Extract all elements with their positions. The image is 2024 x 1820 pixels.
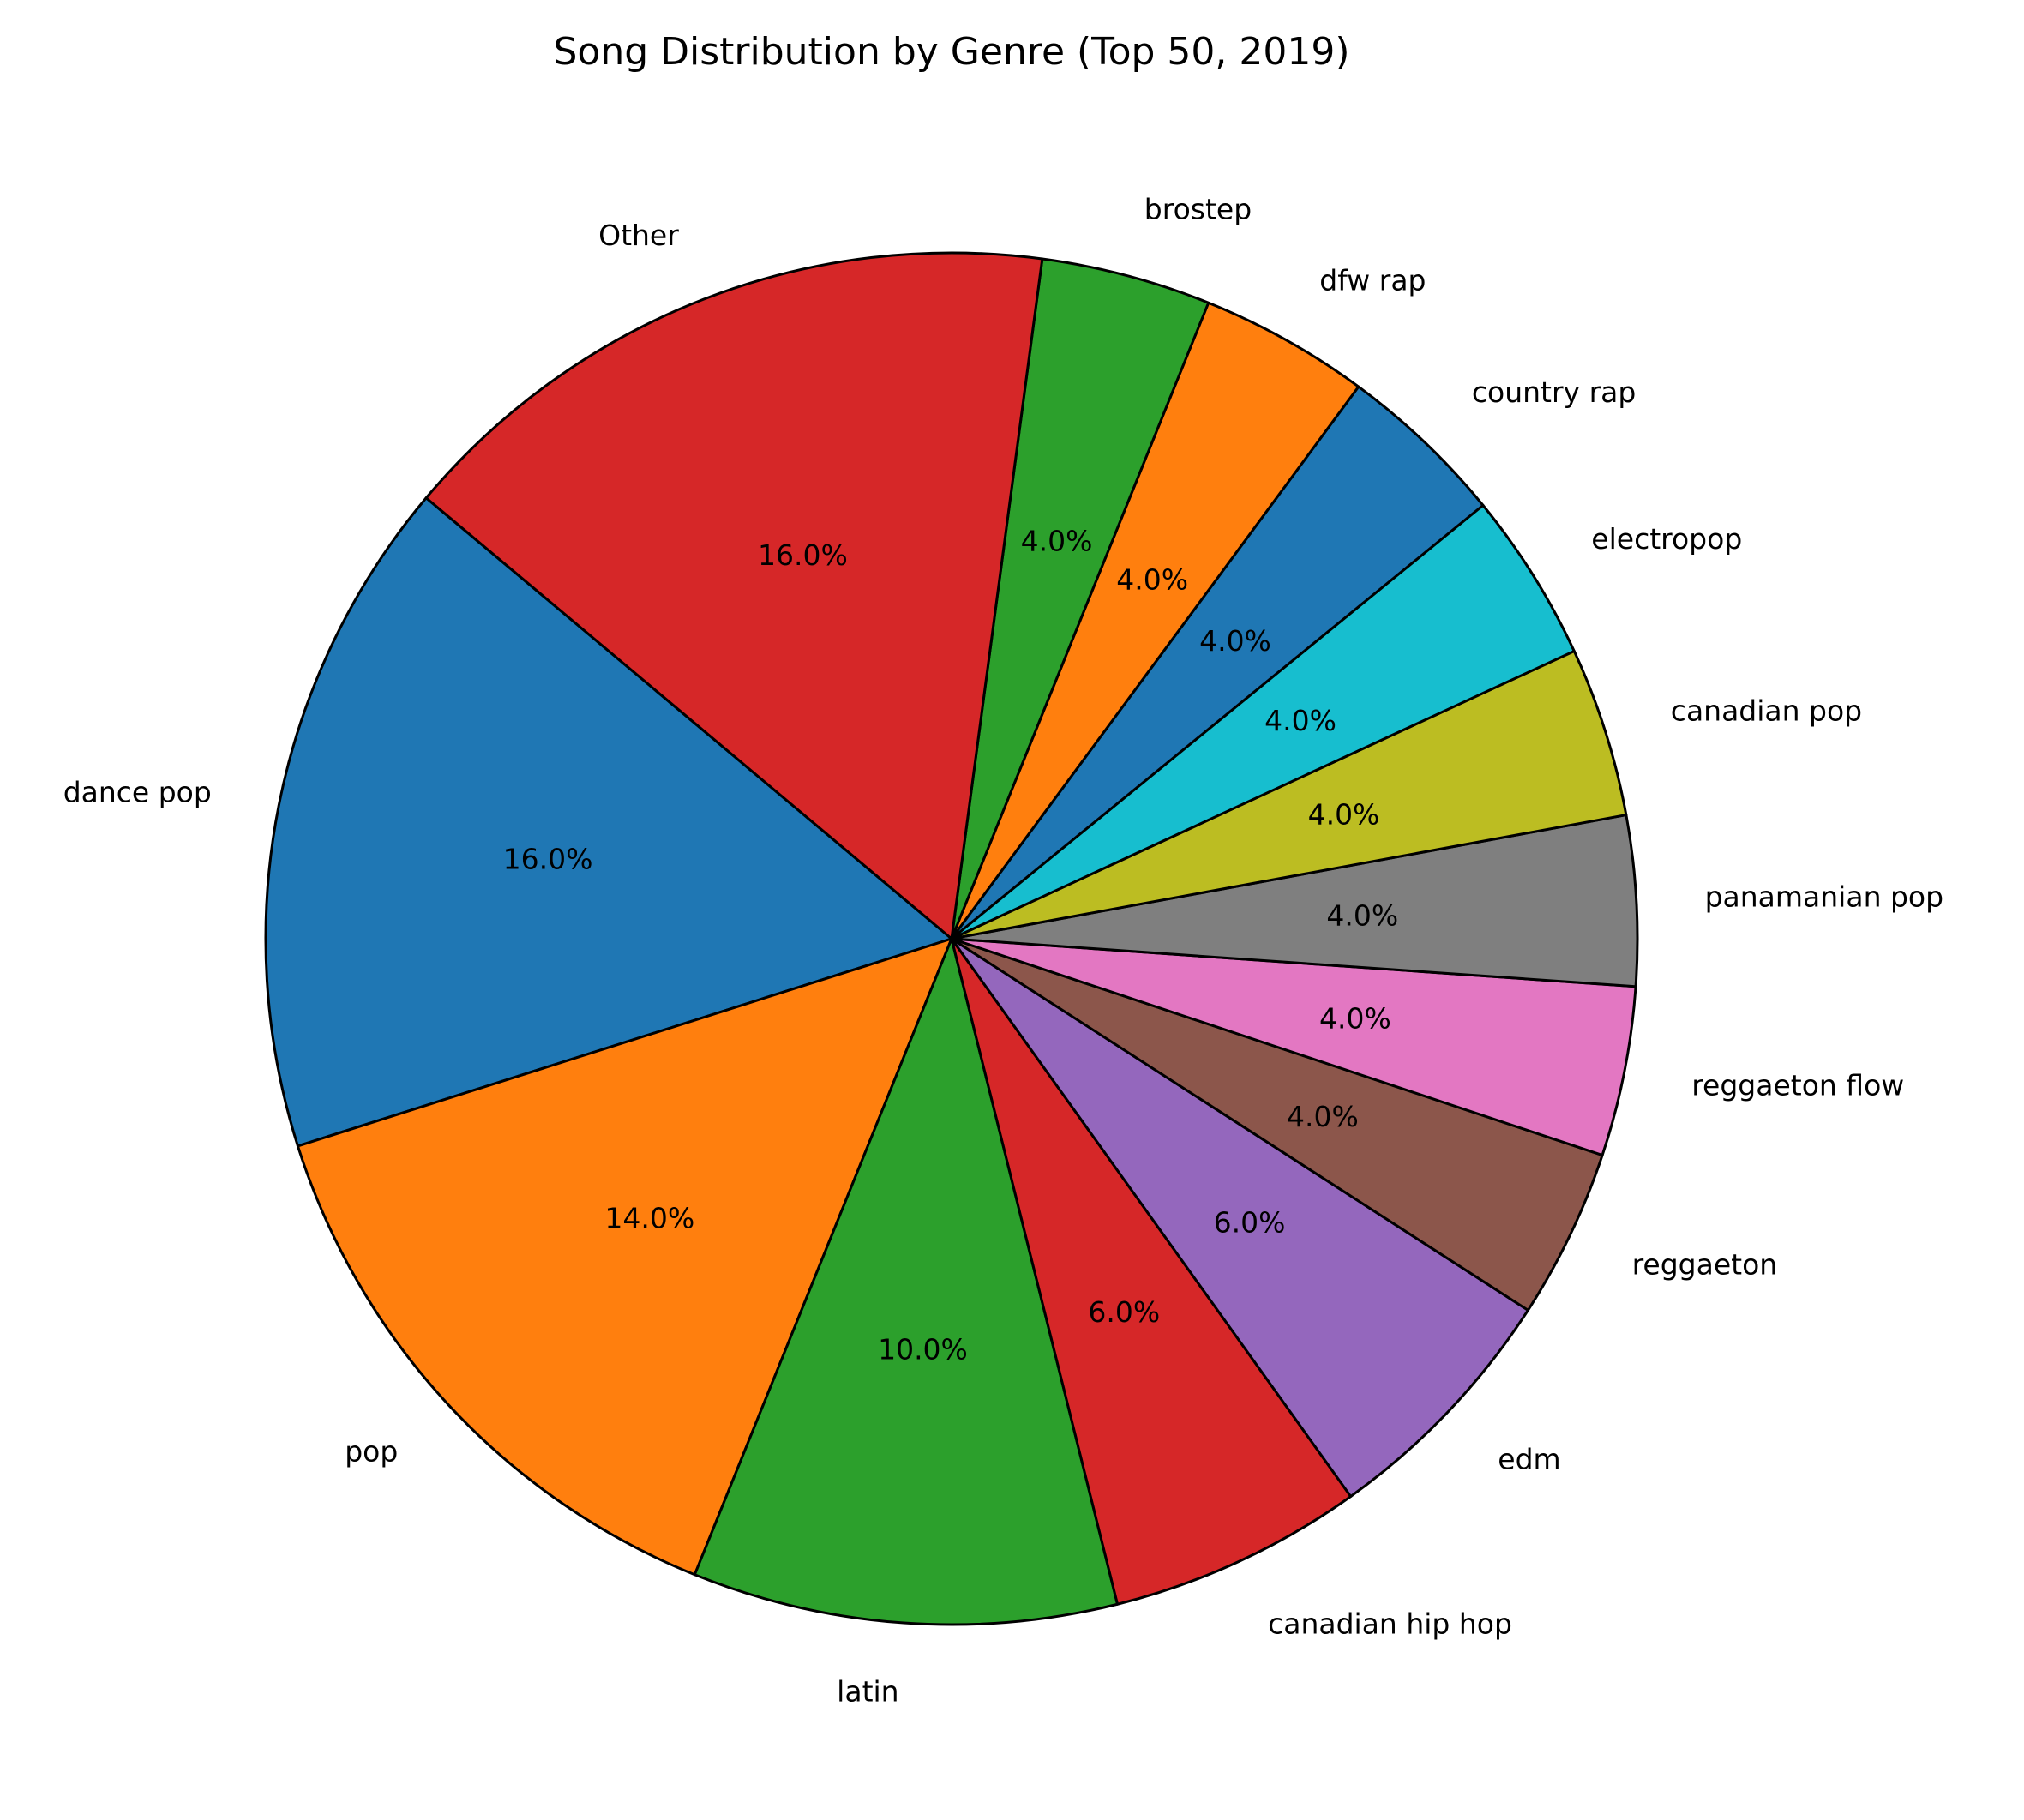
slice-country-rap: [950, 385, 1485, 940]
percent-label-latin: 10.0%: [878, 1332, 968, 1366]
slice-reggaeton: [950, 937, 1604, 1312]
category-label-reggaeton: reggaeton: [1632, 1248, 1778, 1282]
category-label-reggaeton-flow: reggaeton flow: [1691, 1068, 1904, 1102]
percent-label-canadian-pop: 4.0%: [1308, 797, 1380, 831]
category-label-electropop: electropop: [1591, 522, 1742, 556]
percent-label-dfw-rap: 4.0%: [1116, 563, 1188, 597]
percent-label-panamanian-pop: 4.0%: [1326, 899, 1398, 933]
slice-other: [424, 251, 1044, 940]
percent-label-reggaeton: 4.0%: [1287, 1100, 1359, 1133]
slice-latin: [693, 937, 1120, 1626]
slice-dance-pop: [264, 496, 953, 1148]
percent-label-other: 16.0%: [758, 538, 848, 572]
slice-dfw-rap: [950, 301, 1360, 940]
percent-label-electropop: 4.0%: [1264, 704, 1336, 737]
category-label-latin: latin: [837, 1674, 898, 1708]
slice-edm: [950, 937, 1529, 1498]
category-label-dance-pop: dance pop: [63, 776, 212, 809]
slice-canadian-hip-hop: [950, 937, 1353, 1606]
category-label-canadian-pop: canadian pop: [1671, 694, 1862, 727]
pie-slices: [264, 251, 1639, 1626]
percent-label-canadian-hip-hop: 6.0%: [1088, 1295, 1160, 1329]
percent-labels: 16.0% 14.0% 10.0% 6.0% 6.0% 4.0% 4.0% 4.0% 4.0% 4…: [503, 524, 1399, 1366]
percent-label-pop: 14.0%: [604, 1202, 694, 1235]
category-label-brostep: brostep: [1144, 193, 1252, 226]
category-label-other: Other: [598, 219, 679, 252]
percent-label-brostep: 4.0%: [1021, 524, 1093, 557]
slice-reggaeton-flow: [950, 937, 1637, 1157]
percent-label-reggaeton-flow: 4.0%: [1319, 1002, 1391, 1036]
percent-label-country-rap: 4.0%: [1199, 624, 1271, 658]
slice-panamanian-pop: [950, 814, 1639, 988]
slice-pop: [296, 937, 953, 1577]
category-label-pop: pop: [345, 1434, 398, 1468]
category-label-dfw-rap: dfw rap: [1319, 263, 1426, 297]
category-label-edm: edm: [1498, 1442, 1560, 1475]
chart-title: Song Distribution by Genre (Top 50, 2019…: [553, 30, 1349, 74]
percent-label-edm: 6.0%: [1214, 1206, 1286, 1240]
percent-label-dance-pop: 16.0%: [503, 842, 593, 875]
category-labels: dance pop pop latin canadian hip hop edm regg…: [63, 193, 1943, 1709]
slice-electropop: [950, 503, 1576, 940]
category-label-panamanian-pop: panamanian pop: [1705, 880, 1943, 913]
slice-brostep: [950, 257, 1210, 940]
category-label-canadian-hip-hop: canadian hip hop: [1268, 1607, 1512, 1640]
category-label-country-rap: country rap: [1472, 375, 1636, 409]
slice-canadian-pop: [950, 649, 1628, 940]
